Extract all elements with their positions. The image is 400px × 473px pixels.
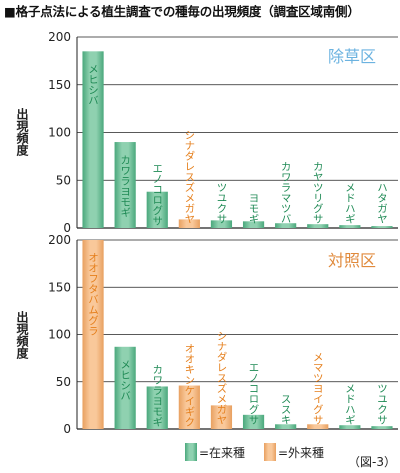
y-tick-label: 100 <box>48 126 71 140</box>
category-label: ハタガヤ <box>376 182 388 224</box>
category-label: カヤツリグサ <box>312 161 324 224</box>
legend-label-native: =在来種 <box>199 446 245 460</box>
bar <box>210 405 233 429</box>
y-tick-label: 150 <box>48 280 71 294</box>
category-label: エノコログサ <box>151 163 163 226</box>
category-label: オオフタバムグラ <box>87 252 99 336</box>
bar <box>339 425 361 429</box>
category-label: メドハギ <box>344 383 356 425</box>
category-label: ツユクサ <box>376 383 388 425</box>
legend: =在来種 =外来種 （図-3） <box>185 443 396 469</box>
bar <box>178 219 200 228</box>
y-tick-label: 50 <box>56 375 71 389</box>
panel-title: 除草区 <box>328 47 376 66</box>
bar <box>146 386 168 429</box>
y-axis-label: 出現頻度 <box>15 310 29 360</box>
category-label: カワラマツバ <box>280 161 292 224</box>
category-label: ヨモギ <box>248 193 260 225</box>
y-tick-label: 0 <box>63 221 71 235</box>
bar <box>307 224 329 228</box>
category-label: メヒシバ <box>87 63 99 105</box>
bar <box>114 142 136 228</box>
bar <box>210 220 233 228</box>
y-tick-label: 50 <box>56 173 71 187</box>
legend-swatch-alien <box>264 443 276 461</box>
y-tick-label: 0 <box>63 422 71 436</box>
bar <box>371 226 393 228</box>
y-tick-label: 200 <box>48 30 71 44</box>
bar <box>82 51 104 229</box>
bar <box>242 414 265 429</box>
category-label: カワラヨモギ <box>151 364 163 427</box>
category-label: カワラヨモギ <box>119 154 131 217</box>
category-label: シナダレスズメガヤ <box>183 130 195 225</box>
category-label: オオキンケイギク <box>183 343 195 427</box>
bar <box>307 424 329 429</box>
y-tick-label: 200 <box>48 233 71 247</box>
category-label: メドハギ <box>344 182 356 224</box>
category-label: メヒシバ <box>119 359 131 401</box>
category-label: シナダレスズメガヤ <box>215 331 227 426</box>
bar <box>371 426 393 429</box>
figure-caption: （図-3） <box>348 455 396 469</box>
y-tick-label: 100 <box>48 328 71 342</box>
y-axis-label: 出現頻度 <box>15 107 29 157</box>
category-label: エノコログサ <box>248 362 260 425</box>
bar <box>242 221 265 228</box>
bar <box>82 240 104 429</box>
bar <box>178 385 200 429</box>
y-tick-label: 150 <box>48 78 71 92</box>
bar <box>339 225 361 228</box>
category-label: ツユクサ <box>215 182 227 224</box>
category-label: メマツヨイグサ <box>312 352 324 426</box>
legend-swatch-native <box>185 443 197 461</box>
bar <box>114 346 136 429</box>
bar <box>146 191 168 228</box>
figure-title: ■格子点法による植生調査での種毎の出現頻度（調査区域南側） <box>4 4 360 19</box>
legend-label-alien: =外来種 <box>278 446 324 460</box>
panel-title: 対照区 <box>328 251 376 270</box>
bar <box>275 223 297 228</box>
category-label: ススキ <box>280 394 292 426</box>
bar <box>275 424 297 429</box>
